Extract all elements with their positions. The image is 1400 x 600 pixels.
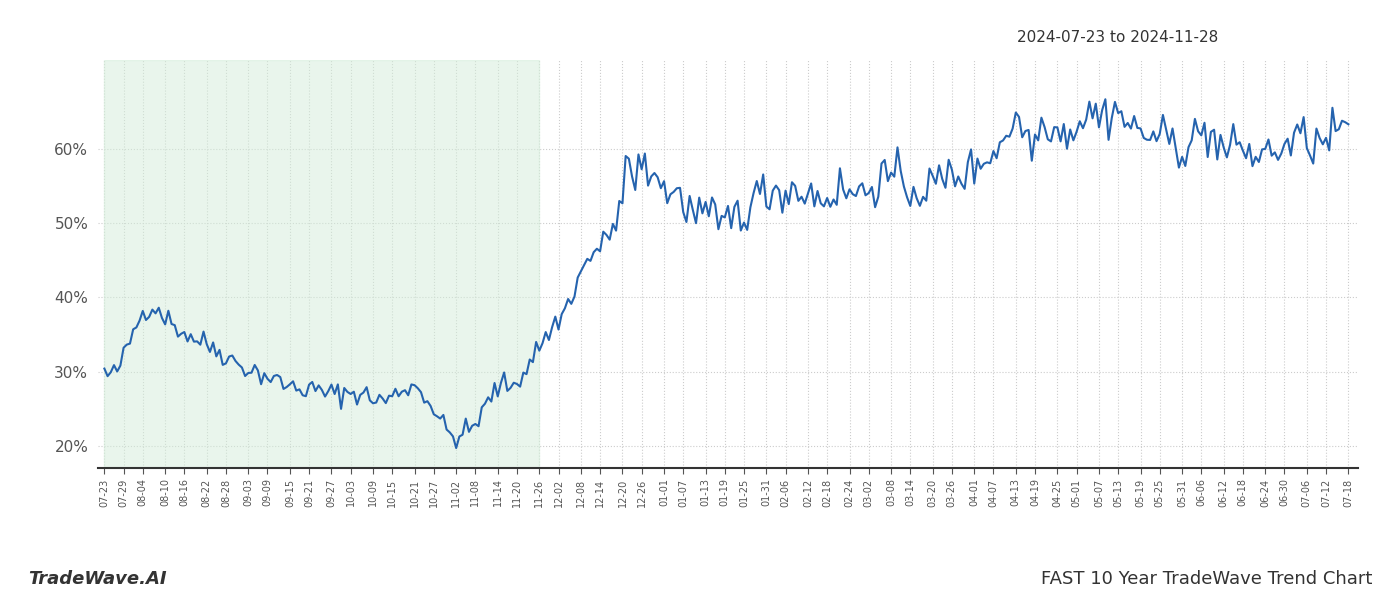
Text: FAST 10 Year TradeWave Trend Chart: FAST 10 Year TradeWave Trend Chart: [1040, 570, 1372, 588]
Text: 2024-07-23 to 2024-11-28: 2024-07-23 to 2024-11-28: [1016, 30, 1218, 45]
Text: TradeWave.AI: TradeWave.AI: [28, 570, 167, 588]
Bar: [105, 60, 539, 468]
